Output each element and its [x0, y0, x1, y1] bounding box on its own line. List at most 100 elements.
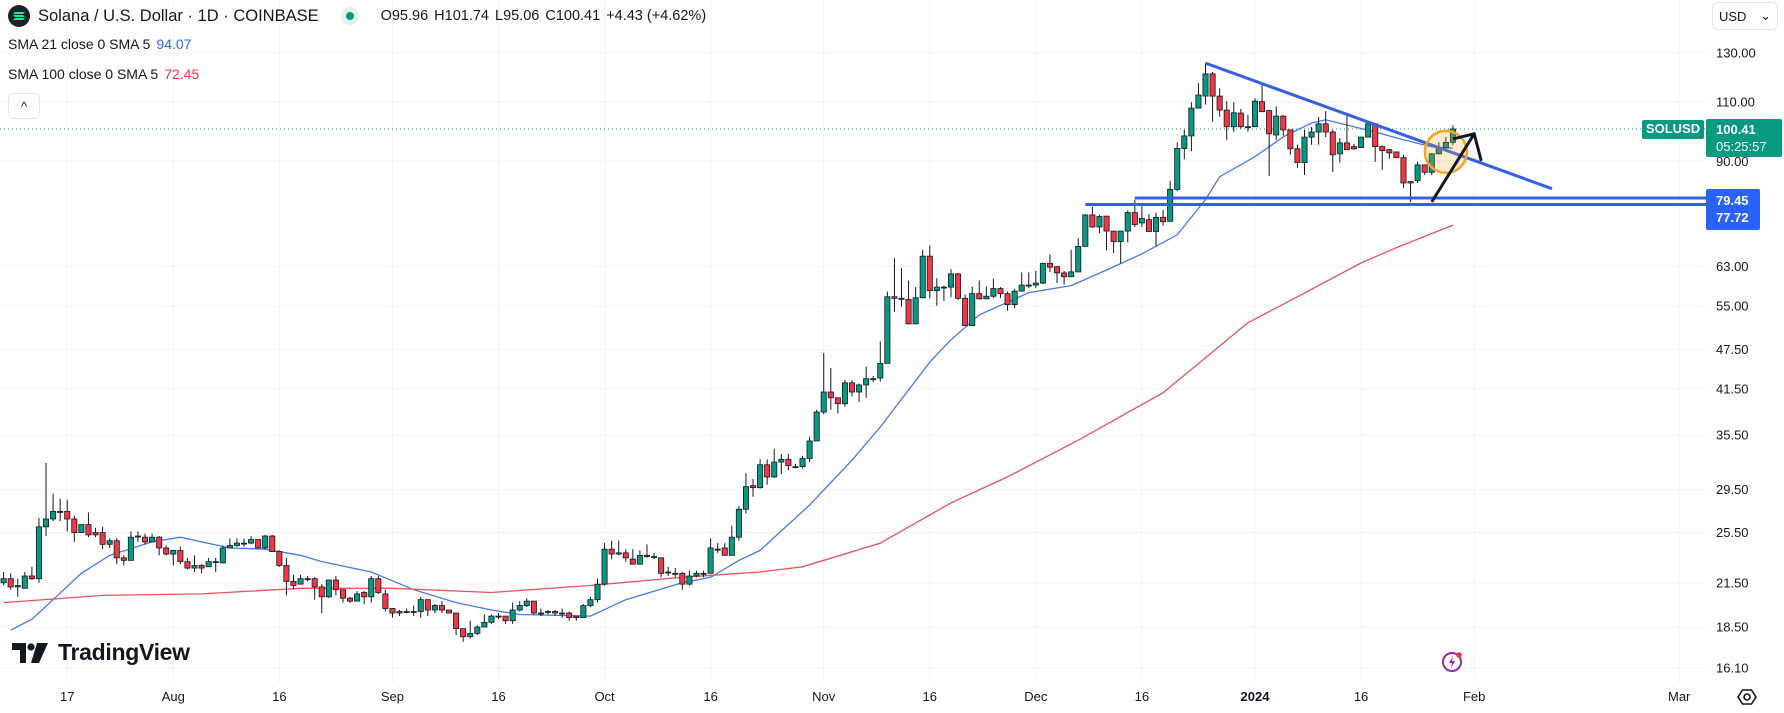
candle-up: [686, 570, 693, 586]
time-tick-label: 17: [60, 689, 74, 704]
candle-body: [1039, 263, 1046, 284]
candle-body: [778, 458, 785, 463]
indicator-legend-sma21[interactable]: SMA 21 close 0 SMA 5 94.07: [8, 36, 191, 52]
candle-up: [1301, 129, 1308, 175]
low-value: L95.06: [495, 8, 540, 24]
chevron-up-icon: ^: [20, 98, 28, 114]
candle-down: [71, 515, 78, 542]
candle-up: [219, 545, 226, 564]
candle-body: [64, 510, 71, 520]
arrow-shaft[interactable]: [1430, 133, 1476, 203]
candle-body: [615, 552, 622, 555]
candle-up: [601, 543, 608, 586]
candle-body: [1061, 272, 1068, 278]
candle-body: [0, 578, 7, 584]
price-tick-label: 16.10: [1716, 660, 1749, 675]
arrow-head[interactable]: [1452, 131, 1483, 162]
candle-body: [651, 556, 658, 558]
lightning-icon[interactable]: [1442, 652, 1462, 672]
candle-body: [997, 288, 1004, 295]
time-tick-label: Aug: [162, 689, 185, 704]
candle-body: [1188, 107, 1195, 137]
candle-up: [78, 524, 85, 533]
candle-body: [658, 557, 665, 574]
indicator-legend-sma100[interactable]: SMA 100 close 0 SMA 5 72.45: [8, 66, 199, 82]
currency-select[interactable]: USD ⌄: [1712, 2, 1778, 30]
candle-up: [856, 383, 863, 403]
candle-up: [248, 536, 255, 545]
candle-up: [1124, 210, 1131, 243]
candle-body: [1365, 123, 1372, 138]
candle-body: [573, 615, 580, 619]
time-tick-label: 16: [1135, 689, 1149, 704]
currency-label: USD: [1719, 8, 1747, 24]
candle-up: [1181, 129, 1188, 160]
candle-body: [297, 578, 304, 585]
candle-body: [57, 510, 64, 513]
price-tick-label: 29.50: [1716, 482, 1749, 497]
candle-body: [686, 575, 693, 585]
candle-body: [467, 633, 474, 638]
candle-down: [1004, 291, 1011, 311]
candle-up: [884, 291, 891, 364]
candle-body: [1082, 214, 1089, 247]
candle-up: [1188, 102, 1195, 152]
symbol-title[interactable]: Solana / U.S. Dollar · 1D · COINBASE: [38, 6, 319, 25]
candle-body: [1301, 136, 1308, 163]
candle-body: [785, 458, 792, 467]
candle-body: [643, 554, 650, 557]
candle-body: [1449, 128, 1456, 143]
candle-body: [1032, 282, 1039, 286]
candle-down: [1400, 154, 1407, 188]
drawings[interactable]: [1085, 61, 1706, 206]
candle-up: [417, 596, 424, 618]
price-scale[interactable]: [1706, 0, 1784, 683]
candle-up: [325, 579, 332, 599]
candle-body: [665, 571, 672, 574]
market-open-dot-icon[interactable]: [340, 7, 359, 25]
candle-body: [580, 605, 587, 619]
collapse-legend-button[interactable]: ^: [8, 93, 40, 119]
candle-up: [651, 552, 658, 560]
candle-body: [1153, 216, 1160, 232]
candle-down: [156, 536, 163, 556]
candle-body: [361, 592, 368, 598]
candle-body: [233, 542, 240, 546]
candle-body: [757, 464, 764, 489]
close-value: C100.41: [545, 8, 601, 24]
candle-body: [1202, 73, 1209, 97]
trendline[interactable]: [1204, 61, 1553, 191]
candle-body: [636, 554, 643, 565]
time-tick-label: Feb: [1463, 689, 1485, 704]
time-tick-label: 16: [491, 689, 505, 704]
candle-up: [537, 608, 544, 617]
candle-down: [92, 527, 99, 538]
candle-body: [1145, 219, 1152, 232]
candle-up: [50, 493, 57, 522]
candle-down: [926, 245, 933, 299]
candle-up: [354, 591, 361, 602]
candle-body: [248, 539, 255, 544]
candle-up: [481, 614, 488, 628]
candle-body: [85, 524, 92, 536]
indicator-label: SMA 21 close 0 SMA 5: [8, 36, 151, 52]
tradingview-logo[interactable]: TradingView: [12, 639, 190, 666]
candle-body: [898, 297, 905, 300]
candle-body: [304, 578, 311, 581]
chart-settings-icon[interactable]: [1737, 689, 1757, 705]
candles: [0, 63, 1456, 642]
candle-body: [1414, 164, 1421, 181]
candle-body: [1181, 135, 1188, 149]
candle-body: [629, 558, 636, 565]
candle-body: [523, 600, 530, 606]
time-tick-label: 16: [272, 689, 286, 704]
tradingview-logo-mark: [12, 642, 48, 663]
candle-up: [757, 459, 764, 489]
price-tick-label: 63.00: [1716, 259, 1749, 274]
candle-body: [1442, 141, 1449, 148]
candle-down: [142, 533, 149, 545]
candle-down: [608, 540, 615, 560]
candle-down: [1266, 109, 1273, 177]
candle-up: [1336, 137, 1343, 163]
